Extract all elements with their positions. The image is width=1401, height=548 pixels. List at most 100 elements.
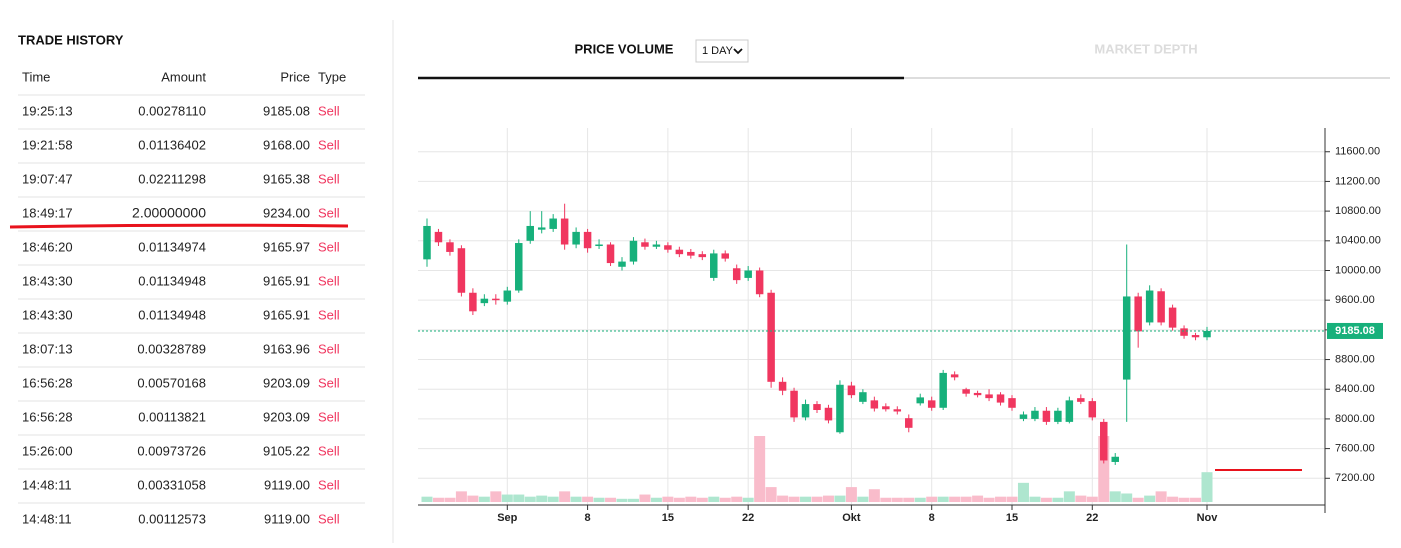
volume-bar xyxy=(478,496,490,502)
volume-bar xyxy=(1052,497,1064,502)
volume-bar xyxy=(983,497,995,502)
volume-bar xyxy=(1063,491,1075,502)
y-tick-label: 8000.00 xyxy=(1335,413,1375,425)
candle-body xyxy=(1042,410,1051,422)
volume-bar xyxy=(1201,472,1213,502)
interval-select[interactable] xyxy=(695,39,749,63)
volume-bar xyxy=(673,497,685,502)
cell-amount: 0.00328789 xyxy=(137,341,206,356)
candle-body xyxy=(664,245,672,250)
candle-body xyxy=(801,404,810,418)
volume-bar xyxy=(1121,493,1133,502)
cell-type: Sell xyxy=(318,239,340,254)
volume-bar xyxy=(582,496,594,502)
tab-market-depth[interactable]: MARKET DEPTH xyxy=(1094,41,1197,56)
candle-body xyxy=(641,242,649,247)
candle-body xyxy=(893,409,902,412)
candle-body xyxy=(652,244,661,247)
y-tick-label: 8400.00 xyxy=(1335,383,1375,395)
volume-bar xyxy=(421,496,433,502)
volume-bar xyxy=(513,494,525,502)
x-tick-label: Sep xyxy=(497,512,517,524)
candle-body xyxy=(1191,335,1200,338)
volume-bar xyxy=(1075,495,1087,502)
cell-time: 19:21:58 xyxy=(22,137,73,152)
cell-type: Sell xyxy=(318,341,340,356)
volume-bar xyxy=(949,496,961,502)
candle-body xyxy=(778,381,787,391)
candle-body xyxy=(1077,398,1085,402)
volume-bar xyxy=(490,491,502,502)
volume-bar xyxy=(1190,497,1202,502)
y-tick-label: 10400.00 xyxy=(1335,235,1381,247)
cell-amount: 0.00570168 xyxy=(137,375,206,390)
candle-body xyxy=(1134,296,1142,332)
candle-body xyxy=(423,225,431,260)
x-tick-label: 8 xyxy=(585,512,591,524)
candle-body xyxy=(572,231,580,245)
candle-body xyxy=(698,254,707,258)
cell-type: Sell xyxy=(318,137,340,152)
candle-body xyxy=(1157,291,1165,323)
cell-type: Sell xyxy=(318,103,340,118)
volume-bar xyxy=(524,496,536,502)
candle-body xyxy=(1088,401,1097,418)
candle-body xyxy=(606,244,615,264)
x-tick-label: 15 xyxy=(1006,512,1018,524)
volume-bar xyxy=(777,495,789,502)
volume-bar xyxy=(1006,496,1018,502)
candle-body xyxy=(526,225,534,241)
cell-price: 9168.00 xyxy=(263,137,310,152)
candle-body xyxy=(537,227,546,230)
candle-body xyxy=(503,290,512,302)
volume-bar xyxy=(605,497,617,502)
candle-body xyxy=(583,231,592,249)
cell-type: Sell xyxy=(318,171,340,186)
cell-time: 18:43:30 xyxy=(22,307,73,322)
cell-price: 9119.00 xyxy=(264,511,310,526)
cell-time: 19:07:47 xyxy=(22,171,73,186)
cell-time: 16:56:28 xyxy=(22,409,73,424)
candle-body xyxy=(847,385,856,396)
candle-body xyxy=(1122,296,1131,380)
volume-bar xyxy=(960,496,972,502)
x-tick-label: 22 xyxy=(742,512,754,524)
dropdown-arrow xyxy=(733,48,743,55)
cell-amount: 0.00278110 xyxy=(138,103,206,118)
candle-body xyxy=(744,270,752,278)
candle-body xyxy=(996,394,1005,403)
volume-bar xyxy=(639,494,651,502)
column-header: Type xyxy=(318,69,346,84)
candle-body xyxy=(629,240,638,262)
cell-amount: 0.01134974 xyxy=(138,239,206,254)
candle-body xyxy=(710,253,718,278)
volume-bar xyxy=(501,494,513,502)
candle-body xyxy=(595,244,603,247)
volume-bar xyxy=(972,495,984,502)
volume-bar xyxy=(1155,491,1167,502)
candle-body xyxy=(560,218,569,245)
cell-type: Sell xyxy=(318,443,340,458)
y-tick-label: 10800.00 xyxy=(1335,205,1381,217)
volume-bar xyxy=(800,496,812,502)
volume-bar xyxy=(1017,482,1029,502)
tab-price-volume[interactable]: PRICE VOLUME xyxy=(575,41,674,56)
volume-bar xyxy=(1029,496,1041,502)
candle-body xyxy=(939,372,947,408)
volume-bar xyxy=(903,497,915,502)
candle-body xyxy=(1100,421,1108,461)
candle-body xyxy=(1203,330,1211,338)
candle-body xyxy=(905,418,913,428)
y-tick-label: 7200.00 xyxy=(1335,472,1375,484)
cell-price: 9165.91 xyxy=(263,273,310,288)
candle-body xyxy=(469,292,477,312)
volume-bar xyxy=(822,495,834,502)
volume-bar xyxy=(616,498,628,502)
volume-bar xyxy=(914,497,926,502)
volume-bar xyxy=(467,495,479,502)
candle-body xyxy=(675,249,684,255)
volume-bar xyxy=(444,497,456,502)
candle-body xyxy=(732,268,741,281)
candle-body xyxy=(618,261,626,267)
interval-label[interactable]: 1 DAY xyxy=(702,45,734,57)
